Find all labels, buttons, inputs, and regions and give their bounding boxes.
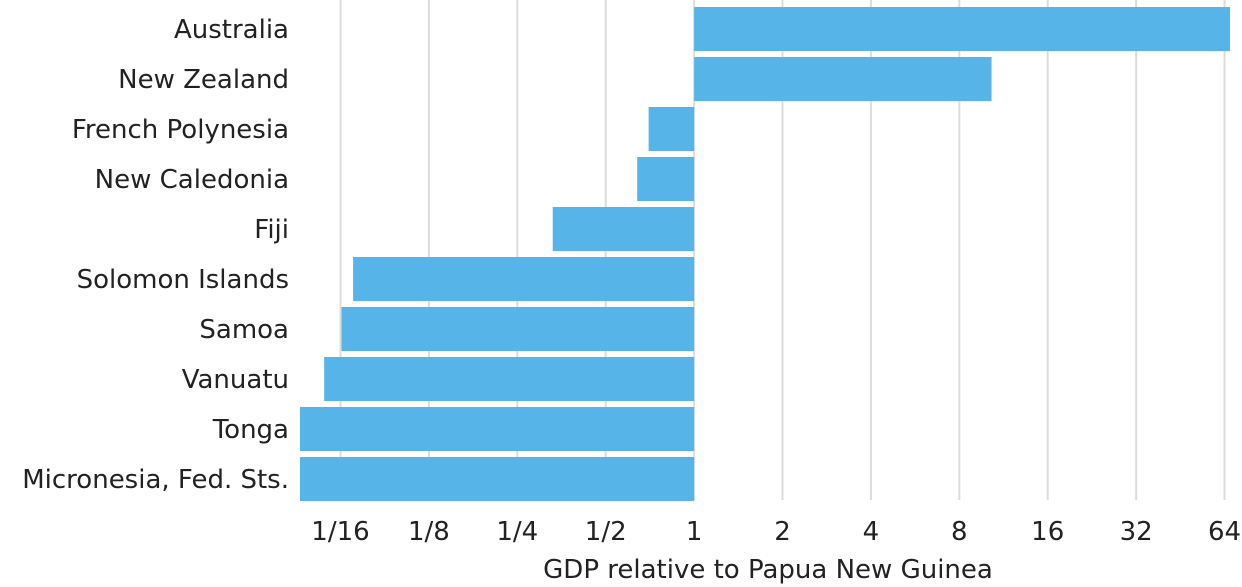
category-label: Samoa [199,315,289,345]
x-tick-label: 8 [951,517,968,547]
category-label: French Polynesia [72,115,289,145]
category-label: Fiji [254,215,289,245]
x-tick-label: 4 [863,517,880,547]
bar [694,57,992,101]
bar [637,157,695,201]
x-tick-label: 64 [1208,517,1241,547]
x-axis-title: GDP relative to Papua New Guinea [543,555,993,585]
category-label: Micronesia, Fed. Sts. [22,465,289,495]
x-tick-label: 1/16 [311,517,369,547]
bar [353,257,695,301]
bar [300,457,695,501]
x-tick-label: 1/4 [496,517,538,547]
category-label: Australia [174,15,289,45]
bar [552,207,695,251]
category-labels: Australia New Zealand French Polynesia New … [22,15,289,495]
bar [694,7,1230,51]
category-label: New Caledonia [95,165,289,195]
x-tick-label: 32 [1120,517,1153,547]
x-tick-label: 16 [1031,517,1064,547]
category-label: Vanuatu [182,365,289,395]
category-label: Tonga [212,415,289,445]
x-tick-label: 2 [774,517,791,547]
category-label: Solomon Islands [77,265,289,295]
category-label: New Zealand [118,65,289,95]
bar [341,307,695,351]
bars [300,7,1230,501]
x-tick-label: 1/8 [408,517,450,547]
x-tick-labels: 1/16 1/8 1/4 1/2 1 2 4 8 16 32 64 [311,517,1241,547]
bar [300,407,695,451]
bar [324,357,695,401]
x-tick-label: 1 [686,517,703,547]
bar [648,107,695,151]
x-tick-label: 1/2 [585,517,627,547]
